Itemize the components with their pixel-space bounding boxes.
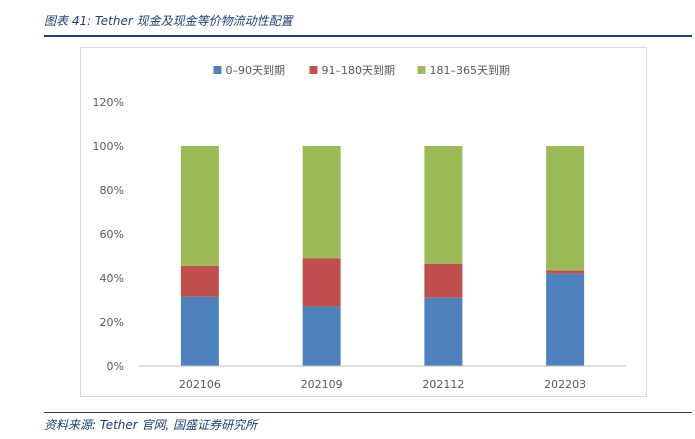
x-tick-label: 202203 xyxy=(544,378,586,391)
bar-segment-202106-series-1 xyxy=(180,265,219,297)
top-rule xyxy=(44,35,692,37)
x-tick-label: 202112 xyxy=(422,378,464,391)
bar-segment-202106-series-0 xyxy=(180,296,219,366)
bar-segment-202109-series-2 xyxy=(302,146,341,259)
bar-segment-202109-series-0 xyxy=(302,306,341,366)
bar-segment-202112-series-0 xyxy=(424,297,463,366)
source-note: 资料来源: Tether 官网, 国盛证券研究所 xyxy=(44,418,258,432)
bar-segment-202106-series-2 xyxy=(180,146,219,266)
bar-segment-202112-series-2 xyxy=(424,146,463,264)
legend-label-0: 0–90天到期 xyxy=(226,64,286,77)
x-axis: 202106 202109 202112 202203 xyxy=(179,378,586,391)
bar-segment-202112-series-1 xyxy=(424,263,463,298)
x-tick-label: 202106 xyxy=(179,378,221,391)
chart-area: 0–90天到期 91–180天到期 181–365天到期 0% 20% 40% 60% 80… xyxy=(80,47,647,397)
figure-title: 图表 41: Tether 现金及现金等价物流动性配置 xyxy=(44,14,293,28)
y-tick-label: 20% xyxy=(100,316,124,329)
y-tick-label: 0% xyxy=(107,360,124,373)
legend-swatch-2 xyxy=(417,66,426,74)
y-tick-label: 100% xyxy=(93,140,124,153)
bar-segment-202203-series-1 xyxy=(546,270,585,274)
legend-label-2: 181–365天到期 xyxy=(430,64,511,77)
y-tick-label: 40% xyxy=(100,272,124,285)
bars xyxy=(180,146,585,366)
bottom-rule xyxy=(44,412,692,413)
y-tick-label: 60% xyxy=(100,228,124,241)
bar-segment-202109-series-1 xyxy=(302,258,341,307)
legend-label-1: 91–180天到期 xyxy=(322,64,396,77)
bar-segment-202203-series-0 xyxy=(546,273,585,366)
legend: 0–90天到期 91–180天到期 181–365天到期 xyxy=(213,64,511,77)
legend-swatch-1 xyxy=(309,66,318,74)
y-axis: 0% 20% 40% 60% 80% 100% 120% xyxy=(93,96,124,373)
legend-swatch-0 xyxy=(213,66,222,74)
stacked-bar-chart: 0–90天到期 91–180天到期 181–365天到期 0% 20% 40% 60% 80… xyxy=(93,64,626,391)
y-tick-label: 80% xyxy=(100,184,124,197)
y-tick-label: 120% xyxy=(93,96,124,109)
x-tick-label: 202109 xyxy=(301,378,343,391)
bar-segment-202203-series-2 xyxy=(546,146,585,271)
